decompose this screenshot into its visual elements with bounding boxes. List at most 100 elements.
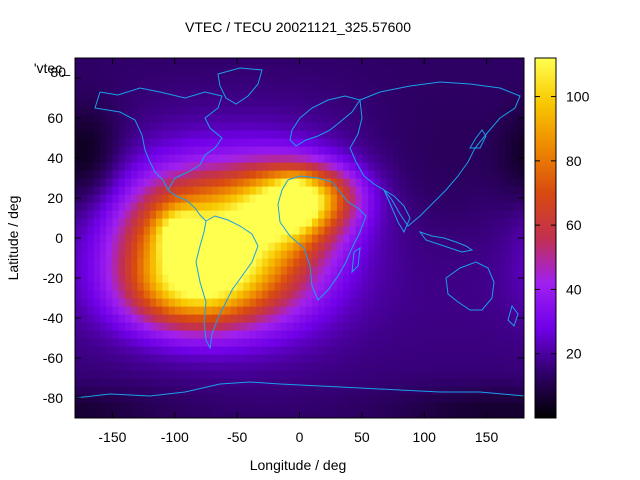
heatmap-cell [311, 82, 319, 91]
heatmap-cell [499, 410, 506, 418]
heatmap-cell [274, 378, 282, 387]
heatmap-cell [417, 138, 425, 147]
heatmap-cell [499, 250, 506, 259]
heatmap-cell [417, 202, 425, 211]
heatmap-cell [386, 346, 394, 355]
heatmap-cell [205, 74, 213, 83]
heatmap-cell [449, 274, 457, 283]
heatmap-cell [393, 306, 400, 315]
heatmap-cell [274, 330, 282, 339]
heatmap-cell [505, 290, 513, 299]
heatmap-cell [280, 410, 288, 418]
heatmap-cell [436, 394, 444, 403]
heatmap-cell [212, 274, 220, 283]
heatmap-cell [318, 202, 326, 211]
heatmap-cell [505, 338, 513, 347]
heatmap-cell [336, 298, 344, 307]
heatmap-cell [336, 394, 344, 403]
heatmap-cell [380, 66, 388, 75]
heatmap-cell [324, 250, 332, 259]
heatmap-cell [156, 66, 163, 75]
heatmap-cell [187, 346, 195, 355]
heatmap-cell [349, 322, 357, 331]
heatmap-cell [156, 202, 163, 211]
heatmap-cell [205, 234, 213, 243]
heatmap-cell [137, 146, 145, 155]
heatmap-cell [474, 98, 481, 107]
heatmap-cell [243, 146, 251, 155]
heatmap-cell [461, 250, 469, 259]
heatmap-cell [124, 194, 132, 203]
heatmap-cell [137, 282, 145, 291]
heatmap-cell [355, 90, 363, 99]
heatmap-cell [361, 242, 369, 251]
heatmap-cell [430, 106, 438, 115]
heatmap-cell [374, 258, 382, 267]
heatmap-cell [449, 162, 457, 171]
heatmap-cell [355, 266, 363, 275]
heatmap-cell [156, 330, 163, 339]
heatmap-cell [106, 258, 114, 267]
heatmap-cell [480, 122, 488, 131]
heatmap-cell [355, 106, 363, 115]
heatmap-cell [143, 194, 151, 203]
heatmap-cell [218, 202, 226, 211]
heatmap-cell [480, 162, 488, 171]
heatmap-cell [268, 146, 276, 155]
heatmap-cell [243, 250, 251, 259]
heatmap-cell [156, 346, 163, 355]
heatmap-cell [205, 202, 213, 211]
heatmap-cell [149, 186, 157, 195]
heatmap-cell [224, 386, 232, 395]
heatmap-cell [143, 226, 151, 235]
heatmap-cell [87, 314, 95, 323]
heatmap-cell [455, 138, 463, 147]
heatmap-cell [81, 194, 89, 203]
heatmap-cell [305, 362, 313, 371]
heatmap-cell [81, 82, 89, 91]
heatmap-cell [467, 362, 475, 371]
heatmap-cell [318, 154, 326, 163]
heatmap-cell [143, 290, 151, 299]
heatmap-cell [499, 74, 506, 83]
heatmap-cell [318, 82, 326, 91]
heatmap-cell [280, 82, 288, 91]
heatmap-cell [205, 170, 213, 179]
heatmap-cell [311, 234, 319, 243]
heatmap-cell [405, 394, 413, 403]
x-tick-label: 0 [296, 429, 304, 445]
heatmap-cell [137, 138, 145, 147]
heatmap-cell [361, 322, 369, 331]
heatmap-cell [467, 402, 475, 411]
heatmap-cell [249, 170, 257, 179]
heatmap-cell [442, 114, 450, 123]
heatmap-cell [93, 410, 101, 418]
heatmap-cell [505, 82, 513, 91]
heatmap-cell [355, 122, 363, 131]
heatmap-cell [461, 402, 469, 411]
heatmap-cell [461, 194, 469, 203]
heatmap-cell [212, 250, 220, 259]
heatmap-cell [193, 170, 201, 179]
heatmap-cell [330, 162, 338, 171]
heatmap-cell [486, 138, 494, 147]
heatmap-cell [343, 338, 350, 347]
heatmap-cell [380, 410, 388, 418]
heatmap-cell [237, 138, 244, 147]
heatmap-cell [467, 162, 475, 171]
heatmap-cell [75, 98, 82, 107]
heatmap-cell [330, 282, 338, 291]
heatmap-cell [361, 338, 369, 347]
heatmap-cell [492, 106, 500, 115]
heatmap-cell [492, 330, 500, 339]
heatmap-cell [299, 114, 307, 123]
heatmap-cell [112, 146, 120, 155]
heatmap-cell [424, 194, 432, 203]
heatmap-cell [237, 114, 244, 123]
heatmap-cell [449, 394, 457, 403]
heatmap-cell [124, 250, 132, 259]
heatmap-cell [268, 242, 276, 251]
heatmap-cell [243, 362, 251, 371]
heatmap-cell [230, 274, 238, 283]
heatmap-cell [174, 194, 182, 203]
